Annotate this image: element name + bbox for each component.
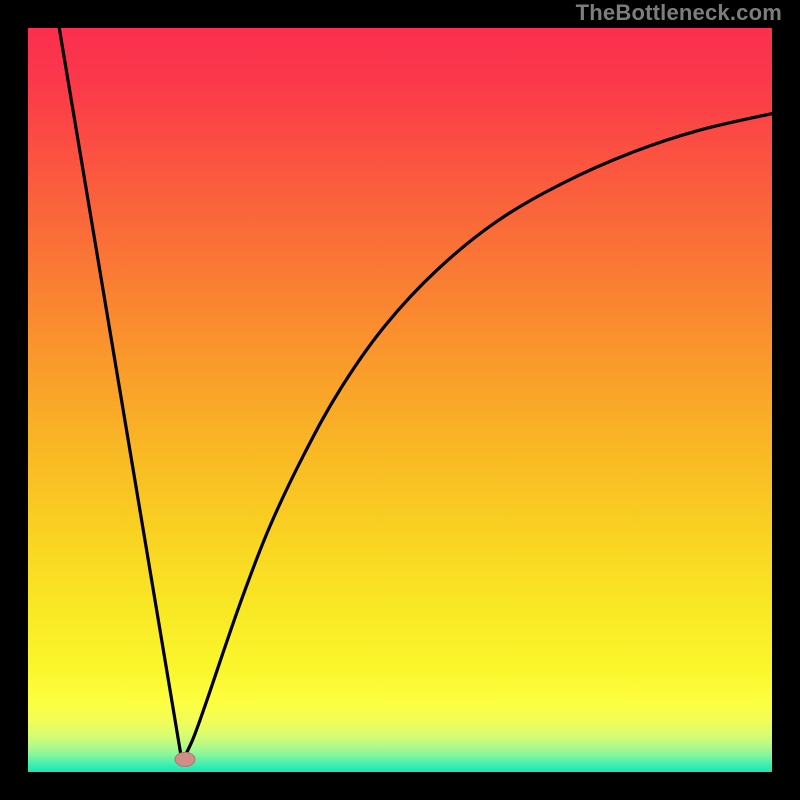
chart-canvas: TheBottleneck.com — [0, 0, 800, 800]
gradient-background — [28, 28, 772, 772]
watermark-text: TheBottleneck.com — [576, 0, 782, 26]
plot-svg — [28, 28, 772, 772]
minimum-marker — [175, 752, 195, 766]
plot-area — [28, 28, 772, 772]
